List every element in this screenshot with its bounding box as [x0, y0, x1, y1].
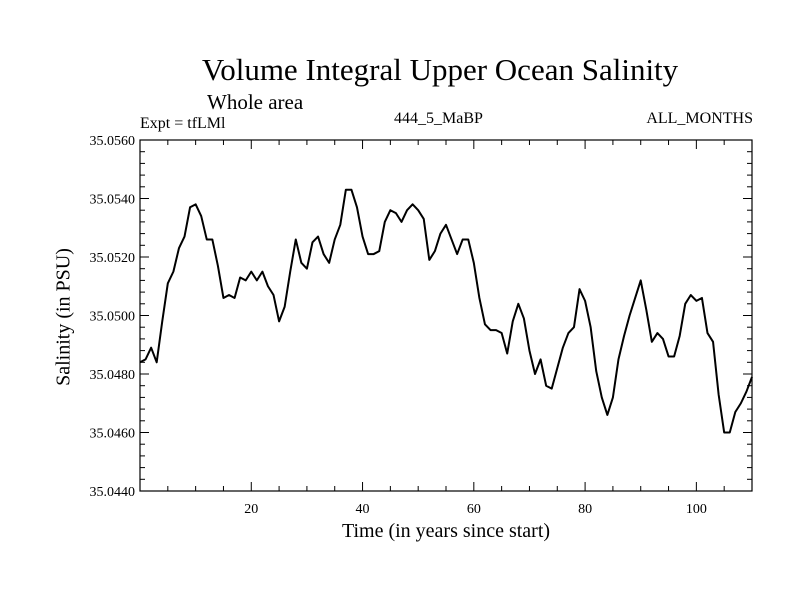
experiment-label: Expt = tfLMl: [140, 115, 226, 132]
chart-title: Volume Integral Upper Ocean Salinity: [201, 52, 679, 87]
x-tick-label: 80: [578, 502, 592, 517]
x-tick-label: 60: [467, 502, 481, 517]
y-tick-label: 35.0480: [90, 368, 136, 383]
months-label: ALL_MONTHS: [646, 110, 753, 127]
data-line: [139, 188, 753, 434]
plot-frame: [139, 139, 753, 492]
x-tick-label: 100: [686, 502, 707, 517]
y-tick-label: 35.0560: [90, 134, 136, 149]
period-label: 444_5_MaBP: [394, 110, 483, 127]
axis-ticks: [140, 139, 752, 492]
x-tick-label: 20: [244, 502, 258, 517]
x-tick-label: 40: [356, 502, 370, 517]
x-axis-label: Time (in years since start): [341, 520, 551, 542]
y-tick-label: 35.0520: [90, 251, 136, 266]
y-tick-label: 35.0540: [90, 193, 136, 208]
y-tick-label: 35.0460: [90, 427, 136, 442]
y-tick-label: 35.0500: [90, 310, 136, 325]
chart-subtitle: Whole area: [207, 90, 304, 114]
tick-labels: 20 40 60 80 100 35.0440 35.0460 35.0480 35.0500 3…: [90, 134, 707, 517]
y-tick-label: 35.0440: [90, 485, 136, 500]
